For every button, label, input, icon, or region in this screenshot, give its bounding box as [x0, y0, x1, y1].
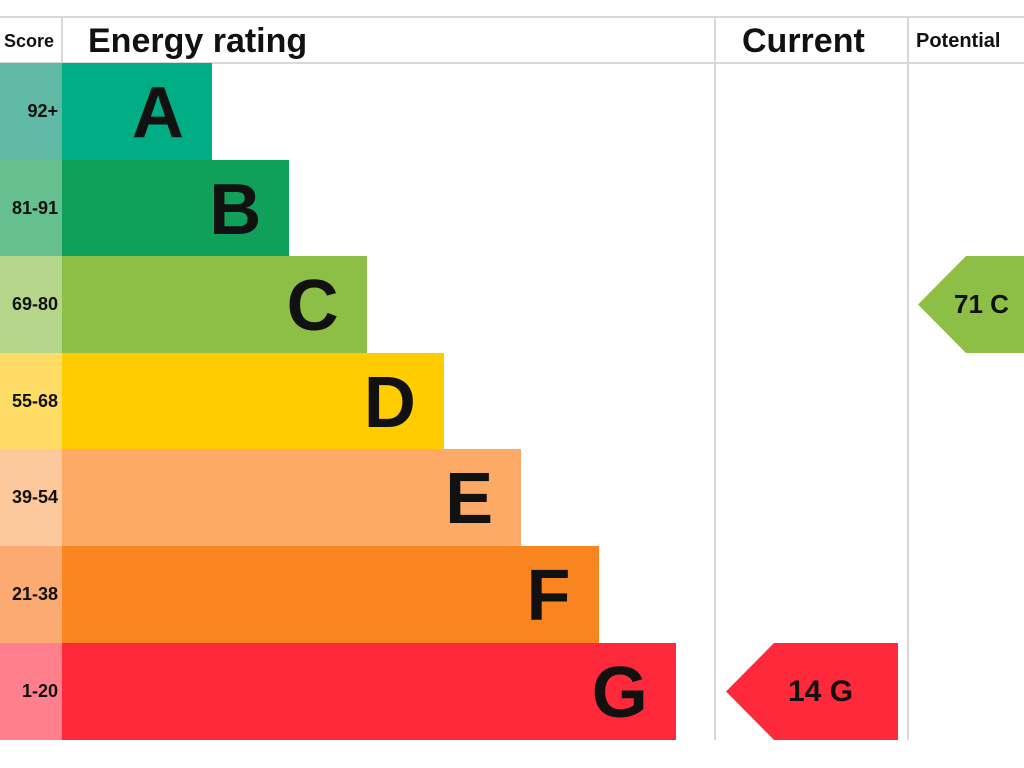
score-header: Score — [4, 31, 55, 51]
current-rating-label: 14 G — [788, 674, 854, 708]
band-bar-c: C — [62, 256, 367, 354]
band-bar-a: A — [62, 63, 212, 160]
score-range-g: 1-20 — [0, 642, 62, 740]
band-bar-b: B — [62, 159, 290, 257]
score-range-label: 55-68 — [11, 390, 58, 411]
score-range-label: 69-80 — [11, 294, 58, 315]
band-bar-d: D — [62, 352, 444, 450]
column-divider — [714, 16, 716, 740]
score-range-e: 39-54 — [0, 449, 62, 547]
score-range-label: 21-38 — [11, 584, 58, 604]
band-letter: G — [591, 652, 648, 733]
score-range-a: 92+ — [0, 63, 62, 160]
band-bar-g: G — [62, 642, 676, 740]
band-letter: C — [286, 266, 339, 347]
band-letter: E — [445, 459, 494, 540]
potential-header: Potential — [916, 30, 1001, 52]
potential-rating-label: 71 C — [954, 289, 1009, 320]
score-range-label: 1-20 — [21, 680, 58, 701]
header-bottom-border — [0, 62, 1024, 64]
score-range-label: 92+ — [27, 101, 58, 121]
band-letter: B — [209, 169, 262, 250]
score-range-f: 21-38 — [0, 546, 62, 643]
header-top-border — [0, 16, 1024, 18]
current-rating-arrow: 14 G — [726, 642, 898, 740]
band-bar-f: F — [62, 546, 599, 643]
score-range-c: 69-80 — [0, 256, 62, 354]
band-bar-e: E — [62, 449, 522, 547]
score-range-d: 55-68 — [0, 352, 62, 450]
current-header: Current — [742, 22, 865, 60]
band-letter: F — [526, 556, 571, 636]
band-letter: A — [132, 73, 184, 153]
score-range-b: 81-91 — [0, 159, 62, 257]
current-arrow-shape — [726, 642, 898, 740]
score-range-label: 39-54 — [11, 487, 58, 508]
potential-rating-arrow: 71 C — [918, 256, 1024, 354]
energy-rating-header: Energy rating — [88, 22, 308, 60]
column-divider — [907, 16, 909, 740]
potential-arrow-shape — [918, 256, 1024, 354]
band-letter: D — [363, 362, 416, 443]
score-range-label: 81-91 — [11, 197, 58, 218]
